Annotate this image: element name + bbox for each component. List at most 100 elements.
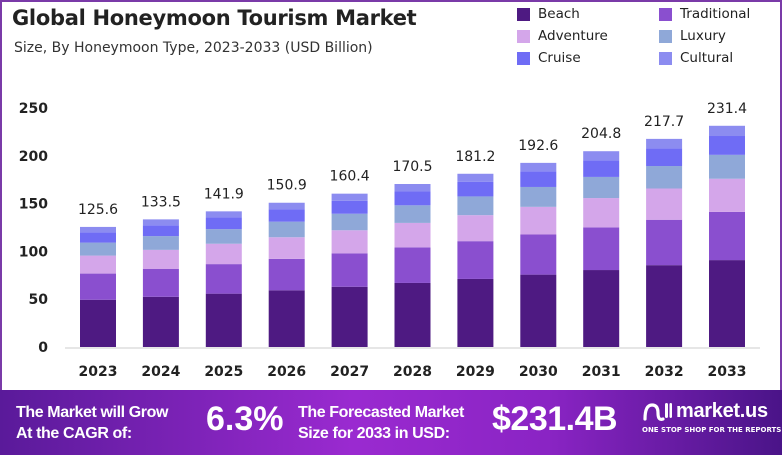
legend-label: Beach — [538, 6, 580, 22]
stacked-bar-chart: 0 50 100 150 200 250 125.6 2023 133.5 2024 141.9 20… — [19, 101, 760, 380]
bar-segment-traditional — [646, 219, 683, 266]
bar-segment-adventure — [80, 255, 116, 274]
bar-segment-traditional — [268, 258, 305, 291]
legend-swatch — [659, 29, 672, 43]
bar-segment-traditional — [394, 247, 431, 283]
bar-segment-cultural — [331, 193, 368, 201]
x-tick-label: 2024 — [141, 364, 180, 380]
legend-item: Adventure — [517, 28, 659, 44]
bar-segment-beach — [457, 278, 494, 347]
bar-segment-adventure — [268, 237, 305, 259]
bar-segment-cruise — [142, 225, 179, 237]
bar-segment-luxury — [646, 166, 683, 189]
legend-label: Adventure — [538, 28, 608, 44]
bar-total-label: 170.5 — [392, 159, 432, 175]
x-tick-label: 2028 — [393, 364, 432, 380]
y-tick-label: 0 — [38, 340, 48, 356]
legend-item: Cruise — [517, 50, 659, 66]
cagr-label-line1: The Market will Grow — [16, 404, 169, 421]
bar-segment-traditional — [205, 264, 242, 294]
bar-segment-adventure — [205, 243, 242, 265]
bar-segment-cultural — [520, 162, 557, 172]
x-tick-label: 2023 — [79, 364, 118, 380]
bar-segment-luxury — [205, 229, 242, 244]
bar-segment-beach — [205, 293, 242, 347]
bar-segment-cruise — [80, 232, 116, 243]
bar-segment-adventure — [520, 206, 557, 235]
logo-text: market.us — [676, 399, 768, 422]
bar-segment-luxury — [142, 236, 179, 250]
legend-swatch — [659, 51, 672, 65]
bar-segment-cultural — [646, 138, 683, 149]
forecast-label: The Forecasted Market Size for 2033 in US… — [298, 402, 464, 444]
bar-segment-traditional — [709, 211, 745, 261]
bar-total-label: 160.4 — [330, 169, 370, 185]
legend-label: Traditional — [680, 6, 751, 22]
forecast-label-line2: Size for 2033 in USD: — [298, 425, 450, 442]
bar-segment-cruise — [268, 209, 305, 222]
bar-segment-cruise — [394, 191, 431, 206]
bar-segment-adventure — [709, 178, 745, 212]
legend-label: Luxury — [680, 28, 726, 44]
logo-row: market.us — [642, 398, 781, 424]
x-tick-label: 2027 — [330, 364, 369, 380]
bar-segment-cultural — [142, 219, 179, 226]
bar-segment-traditional — [80, 273, 116, 300]
bar-segment-traditional — [520, 234, 557, 275]
bar-segment-beach — [709, 260, 745, 347]
x-tick-label: 2032 — [645, 364, 684, 380]
bar-segment-cruise — [583, 160, 620, 177]
market-us-logo: market.us ONE STOP SHOP FOR THE REPORTS — [642, 398, 781, 435]
legend-swatch — [659, 7, 672, 21]
bar-segment-cultural — [268, 202, 305, 210]
logo-icon — [643, 403, 672, 421]
bar-segment-cultural — [457, 173, 494, 182]
bar-segment-traditional — [331, 253, 368, 287]
bar-segment-luxury — [331, 213, 368, 231]
y-tick-label: 100 — [19, 244, 48, 260]
x-tick-label: 2031 — [582, 364, 621, 380]
legend-item: Cultural — [659, 50, 769, 66]
y-tick-label: 50 — [29, 292, 49, 308]
bar-segment-luxury — [268, 221, 305, 238]
y-tick-label: 250 — [19, 101, 48, 117]
bar-segment-cruise — [520, 171, 557, 187]
bar-total-label: 231.4 — [707, 101, 747, 117]
bar-segment-cultural — [80, 226, 116, 233]
bar-total-label: 125.6 — [78, 202, 118, 218]
chart-title: Global Honeymoon Tourism Market — [12, 6, 417, 30]
x-tick-label: 2033 — [708, 364, 747, 380]
cagr-label: The Market will Grow At the CAGR of: — [16, 402, 168, 444]
legend-swatch — [517, 7, 530, 21]
cagr-label-line2: At the CAGR of: — [16, 425, 132, 442]
bar-segment-cultural — [583, 151, 620, 161]
bar-segment-beach — [331, 286, 368, 347]
bar-segment-traditional — [583, 227, 620, 271]
y-tick-label: 200 — [19, 149, 48, 165]
bar-segment-beach — [520, 274, 557, 347]
x-tick-label: 2025 — [204, 364, 243, 380]
bar-segment-adventure — [583, 198, 620, 228]
bar-segment-cultural — [394, 184, 431, 192]
bar-segment-beach — [646, 265, 683, 347]
legend-item: Beach — [517, 6, 659, 22]
bar-segment-luxury — [709, 154, 745, 179]
bar-total-label: 141.9 — [204, 186, 244, 202]
legend-swatch — [517, 29, 530, 43]
bar-segment-luxury — [583, 176, 620, 199]
legend-label: Cultural — [680, 50, 734, 66]
x-tick-label: 2026 — [267, 364, 306, 380]
bar-segment-cruise — [709, 136, 745, 155]
bar-total-label: 204.8 — [581, 126, 621, 142]
cagr-value: 6.3% — [206, 400, 284, 438]
bar-segment-adventure — [646, 188, 683, 220]
forecast-label-line1: The Forecasted Market — [298, 404, 464, 421]
bar-segment-cruise — [646, 148, 683, 167]
bar-segment-cruise — [457, 181, 494, 197]
bar-total-label: 181.2 — [455, 149, 495, 165]
bar-segment-beach — [583, 270, 620, 347]
legend-label: Cruise — [538, 50, 581, 66]
bar-segment-beach — [268, 290, 305, 347]
bar-segment-luxury — [520, 186, 557, 207]
